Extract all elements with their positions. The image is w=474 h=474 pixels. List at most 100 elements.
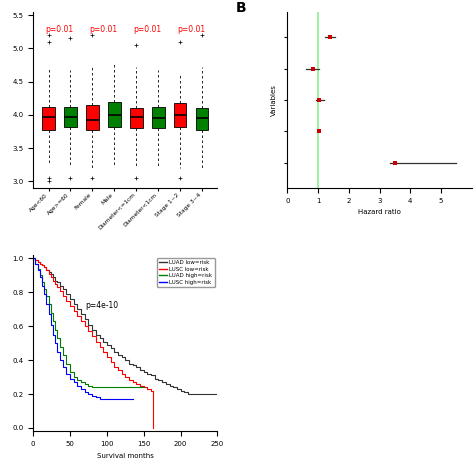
LUSC low=risk (35, 259, 40, 264)
Line: LUSC low=risk: LUSC low=risk (33, 258, 153, 428)
LUSC low=risk (93, 339, 99, 345)
LUAD high=risk (50, 319, 56, 324)
LUSC low=risk (97, 344, 102, 349)
LUSC high=risk (55, 349, 60, 355)
LUSC low=risk (41, 264, 47, 270)
LUSC high=risk (130, 396, 136, 402)
LUSC high=risk (44, 301, 49, 307)
LUAD low=risk (33, 257, 38, 263)
LUSC high=risk (53, 340, 58, 346)
Text: B: B (236, 1, 246, 15)
LUSC high=risk (86, 391, 91, 397)
Line: LUAD high=risk: LUAD high=risk (33, 258, 144, 387)
LUSC low=risk (115, 367, 121, 373)
LUAD high=risk (111, 384, 117, 390)
LUSC low=risk (104, 354, 109, 360)
LUSC low=risk (145, 386, 150, 392)
LUAD high=risk (44, 293, 49, 299)
LUSC low=risk (30, 255, 36, 261)
LUSC high=risk (74, 383, 80, 388)
LUAD high=risk (55, 335, 60, 341)
LUAD high=risk (141, 384, 146, 390)
LUSC high=risk (100, 396, 106, 402)
Text: p=0.01: p=0.01 (89, 25, 118, 34)
LUAD low=risk (215, 391, 220, 397)
LUSC low=risk (53, 281, 58, 287)
LUSC low=risk (122, 374, 128, 380)
LUAD high=risk (46, 301, 52, 307)
X-axis label: Survival months: Survival months (97, 453, 154, 459)
LUSC low=risk (44, 267, 49, 273)
LUSC low=risk (111, 364, 117, 370)
PathPatch shape (42, 107, 55, 129)
LUSC high=risk (82, 390, 88, 395)
LUSC high=risk (67, 376, 73, 382)
LUSC low=risk (86, 328, 91, 334)
LUSC low=risk (82, 323, 88, 329)
LUSC high=risk (60, 364, 65, 370)
LUSC high=risk (126, 396, 132, 402)
LUAD high=risk (126, 384, 132, 390)
PathPatch shape (174, 103, 186, 127)
LUSC low=risk (57, 288, 63, 293)
LUAD high=risk (100, 384, 106, 390)
LUAD high=risk (86, 383, 91, 388)
LUSC high=risk (41, 291, 47, 297)
LUAD low=risk (185, 391, 191, 397)
LUAD high=risk (60, 352, 65, 358)
LUSC high=risk (111, 396, 117, 402)
Line: LUSC high=risk: LUSC high=risk (33, 258, 133, 399)
LUSC low=risk (67, 303, 73, 309)
LUAD high=risk (119, 384, 125, 390)
LUSC low=risk (64, 298, 69, 304)
LUSC low=risk (100, 349, 106, 355)
LUAD low=risk (126, 361, 132, 366)
LUAD high=risk (35, 266, 40, 272)
LUSC low=risk (108, 359, 113, 365)
LUSC high=risk (39, 283, 45, 289)
Text: p=0.01: p=0.01 (46, 25, 73, 34)
Text: p=0.01: p=0.01 (177, 25, 205, 34)
LUAD high=risk (41, 286, 47, 292)
LUAD high=risk (122, 384, 128, 390)
PathPatch shape (196, 108, 209, 129)
LUSC high=risk (104, 396, 109, 402)
LUSC low=risk (119, 371, 125, 376)
LUSC low=risk (39, 263, 45, 268)
LUSC low=risk (71, 308, 77, 314)
LUAD high=risk (57, 344, 63, 349)
LUSC low=risk (78, 319, 84, 324)
LUSC low=risk (48, 274, 54, 280)
LUSC high=risk (89, 393, 95, 399)
LUSC high=risk (97, 396, 102, 402)
LUSC low=risk (130, 379, 136, 385)
Line: LUAD low=risk: LUAD low=risk (33, 258, 218, 394)
LUAD high=risk (89, 384, 95, 390)
LUSC low=risk (89, 334, 95, 339)
LUAD high=risk (104, 384, 109, 390)
LUAD high=risk (130, 384, 136, 390)
LUSC high=risk (71, 379, 77, 385)
LUAD high=risk (108, 384, 113, 390)
LUSC high=risk (78, 386, 84, 392)
LUSC high=risk (119, 396, 125, 402)
LUSC high=risk (115, 396, 121, 402)
LUAD high=risk (93, 384, 99, 390)
LUSC low=risk (137, 383, 143, 388)
LUAD high=risk (53, 327, 58, 332)
LUAD low=risk (137, 367, 143, 373)
Text: p=0.01: p=0.01 (133, 25, 161, 34)
LUAD high=risk (137, 384, 143, 390)
LUAD high=risk (64, 361, 69, 366)
Legend: LUAD low=risk, LUSC low=risk, LUAD high=risk, LUSC high=risk: LUAD low=risk, LUSC low=risk, LUAD high=… (156, 258, 215, 287)
LUSC low=risk (126, 378, 132, 383)
LUSC low=risk (134, 381, 139, 387)
PathPatch shape (130, 108, 143, 128)
LUSC high=risk (108, 396, 113, 402)
LUAD high=risk (67, 369, 73, 375)
LUSC low=risk (50, 278, 56, 283)
Text: p=4e-10: p=4e-10 (85, 301, 118, 310)
LUSC low=risk (55, 284, 60, 290)
LUAD low=risk (30, 255, 36, 261)
LUAD high=risk (82, 381, 88, 387)
